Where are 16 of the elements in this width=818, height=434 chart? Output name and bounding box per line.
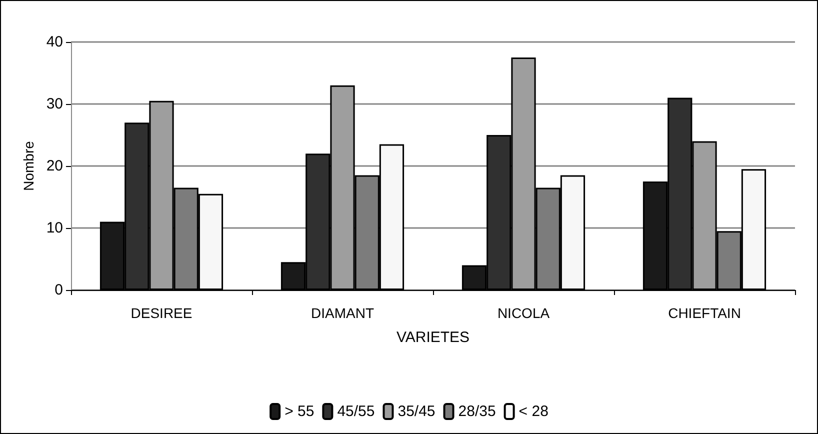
legend-label: > 55 bbox=[284, 403, 314, 420]
x-tick-label: DIAMANT bbox=[311, 305, 374, 321]
legend-label: 45/55 bbox=[337, 403, 375, 420]
x-tick-label: NICOLA bbox=[497, 305, 550, 321]
y-tick-label: 30 bbox=[46, 96, 63, 112]
legend-label: 35/45 bbox=[398, 403, 436, 420]
y-tick-label: 20 bbox=[46, 158, 63, 174]
y-axis-title: Nombre bbox=[20, 140, 36, 191]
x-axis-title: VARIETES bbox=[396, 329, 470, 346]
y-tick-label: 0 bbox=[54, 282, 63, 298]
legend-label: 28/35 bbox=[458, 403, 496, 420]
y-tick-label: 10 bbox=[46, 220, 63, 236]
x-tick-label: DESIREE bbox=[130, 305, 192, 321]
y-tick-label: 40 bbox=[46, 34, 63, 50]
legend-label: < 28 bbox=[518, 403, 548, 420]
x-tick-label: CHIEFTAIN bbox=[668, 305, 741, 321]
